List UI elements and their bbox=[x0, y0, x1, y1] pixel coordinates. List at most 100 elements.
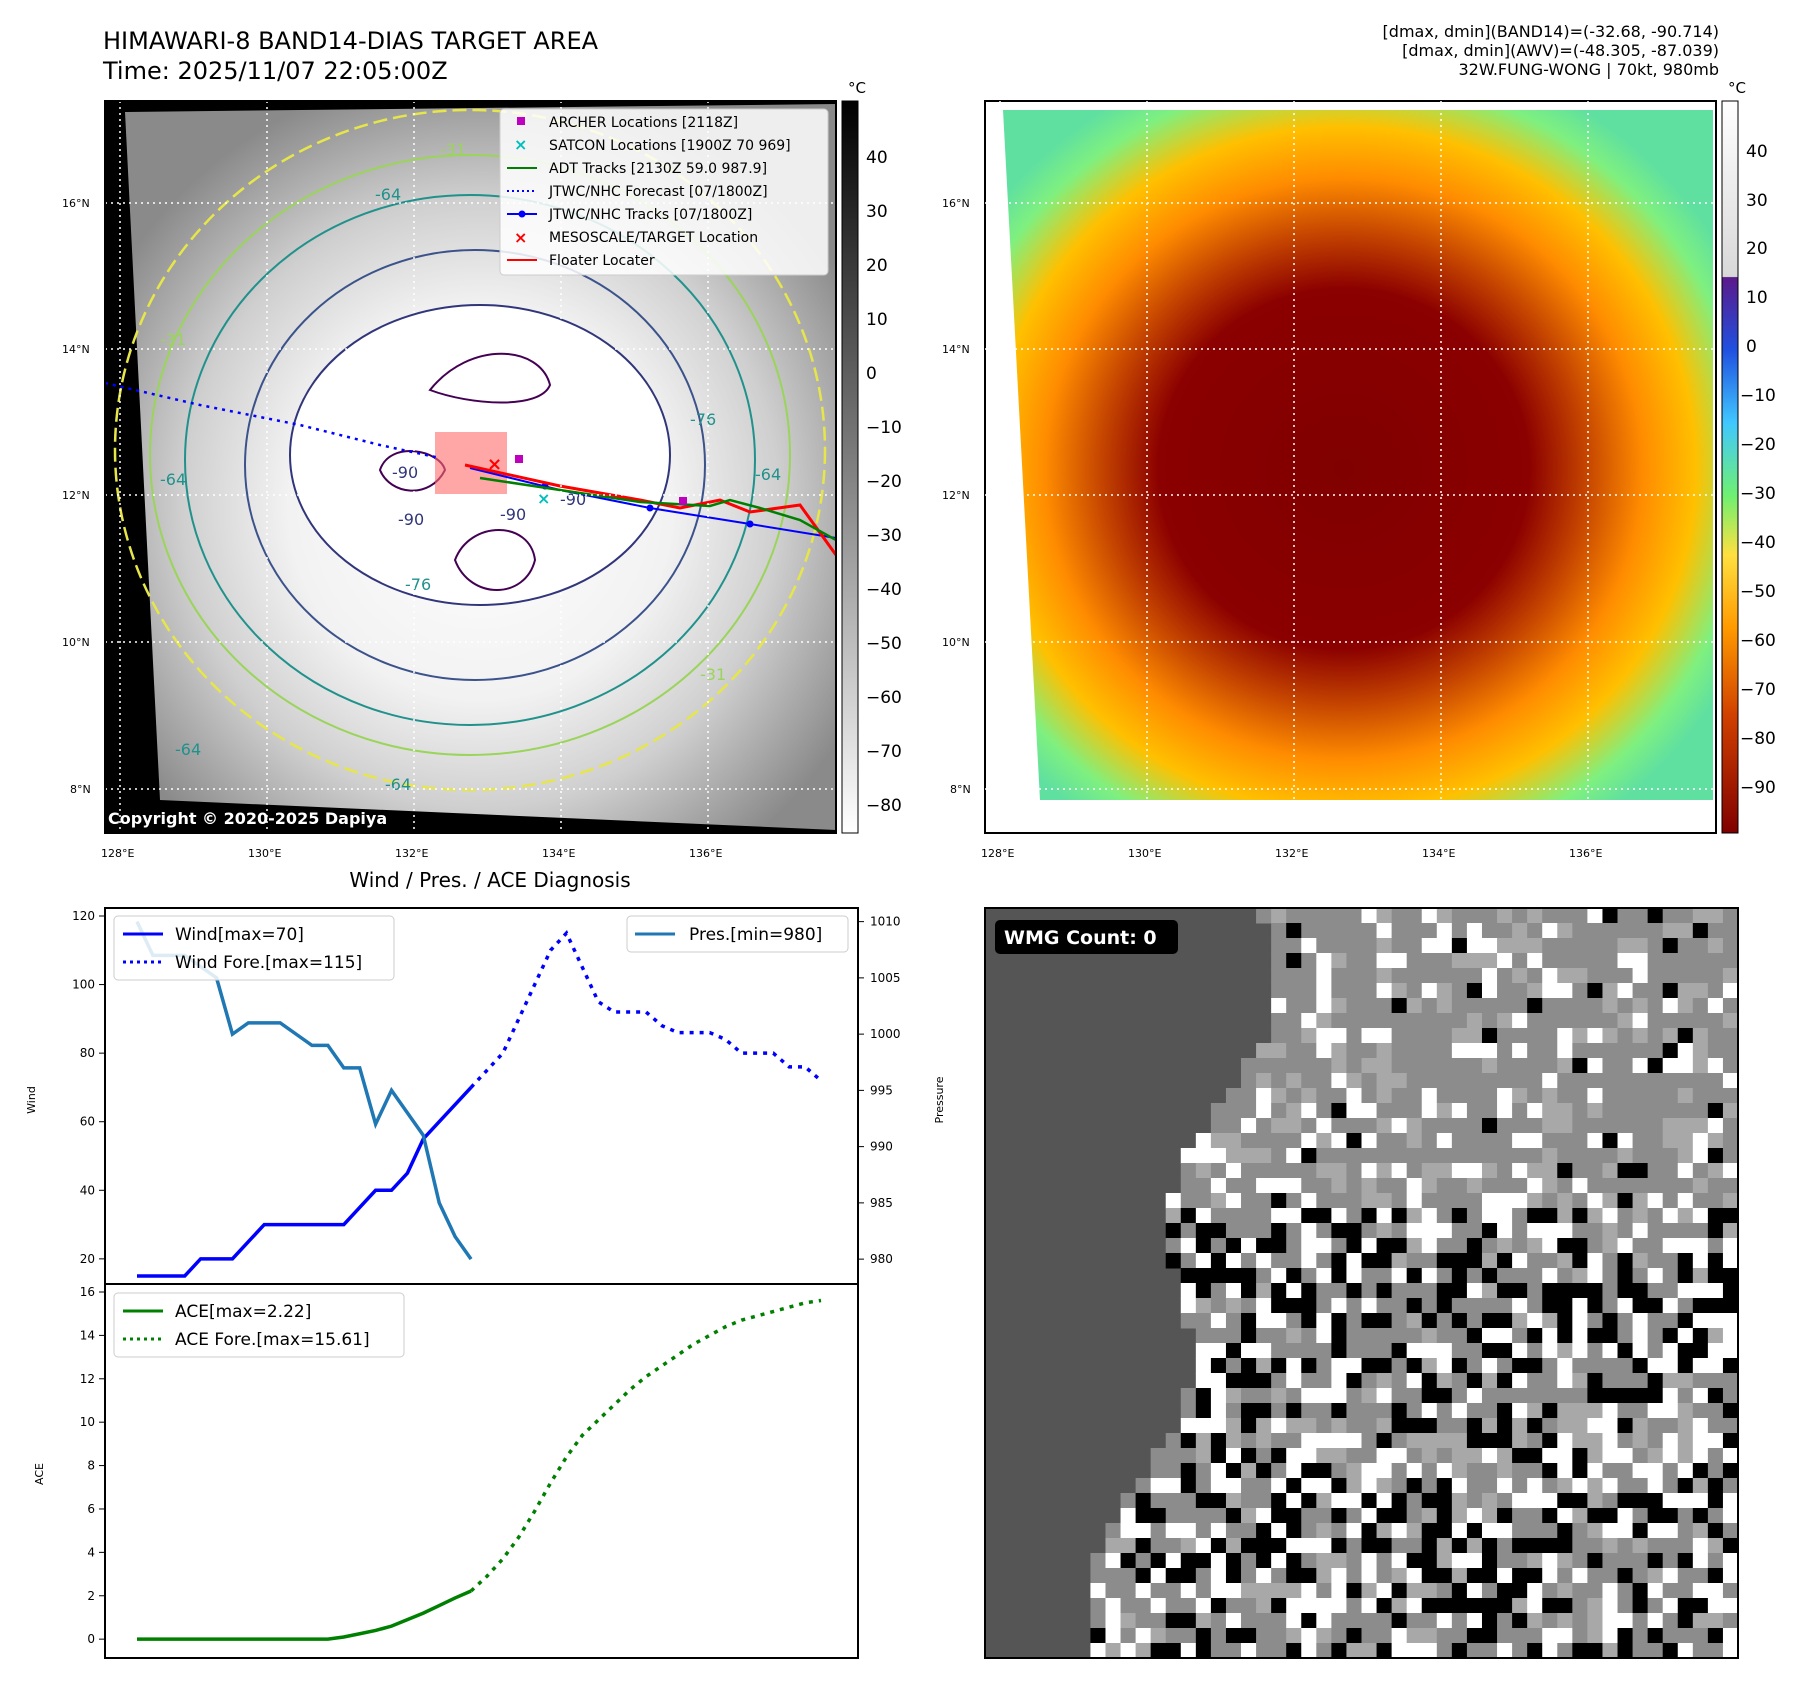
wmg-cell bbox=[1692, 923, 1709, 939]
wmg-cell bbox=[1361, 1553, 1378, 1569]
wmg-cell bbox=[1301, 1133, 1317, 1149]
wmg-cell bbox=[1210, 1193, 1227, 1209]
wmg-cell bbox=[1587, 1403, 1603, 1419]
wmg-cell bbox=[1361, 1388, 1378, 1404]
wmg-cell bbox=[1542, 1643, 1558, 1659]
wmg-cell bbox=[1647, 1133, 1664, 1149]
wmg-cell bbox=[1632, 1508, 1649, 1524]
wmg-cell bbox=[1677, 1628, 1694, 1644]
wmg-cell bbox=[1256, 1343, 1272, 1359]
wmg-cell bbox=[1542, 968, 1558, 984]
wmg-cell bbox=[1722, 1133, 1739, 1149]
wmg-cell bbox=[1451, 1418, 1468, 1434]
wmg-cell bbox=[1497, 1193, 1513, 1209]
wmg-cell bbox=[1677, 1493, 1694, 1509]
wmg-cell bbox=[1241, 1598, 1257, 1614]
wmg-cell bbox=[1466, 1433, 1483, 1449]
wmg-cell bbox=[1271, 983, 1287, 999]
wmg-cell bbox=[1421, 1628, 1438, 1644]
wmg-cell bbox=[1542, 1538, 1558, 1554]
wmg-cell bbox=[1692, 1643, 1709, 1659]
pressure-tick-label: 1010 bbox=[870, 915, 901, 929]
wmg-cell bbox=[1481, 1253, 1498, 1269]
wmg-cell bbox=[1677, 968, 1694, 984]
colorbar-tick: 40 bbox=[1746, 142, 1768, 162]
wmg-cell bbox=[1707, 1343, 1724, 1359]
wmg-cell bbox=[1361, 1478, 1378, 1494]
wmg-cell bbox=[1512, 1628, 1528, 1644]
wmg-cell bbox=[1361, 1448, 1378, 1464]
wmg-cell bbox=[1587, 1238, 1603, 1254]
wmg-cell bbox=[1436, 983, 1453, 999]
pressure-tick-label: 995 bbox=[870, 1083, 893, 1097]
legend-target-x: × bbox=[514, 228, 527, 247]
wmg-cell bbox=[1602, 1598, 1619, 1614]
wmg-cell bbox=[1225, 1163, 1242, 1179]
wmg-cell bbox=[1527, 1253, 1543, 1269]
wmg-cell bbox=[1195, 1223, 1212, 1239]
wmg-cell bbox=[1316, 1013, 1332, 1029]
wmg-cell bbox=[1647, 1373, 1664, 1389]
wmg-cell bbox=[1527, 1643, 1543, 1659]
wmg-cell bbox=[1346, 1583, 1362, 1599]
wmg-cell bbox=[1466, 983, 1483, 999]
wmg-cell bbox=[1180, 1583, 1197, 1599]
wmg-cell bbox=[1722, 1448, 1739, 1464]
wmg-cell bbox=[1497, 1103, 1513, 1119]
wmg-cell bbox=[1722, 1433, 1739, 1449]
wmg-cell bbox=[1436, 1403, 1453, 1419]
wmg-cell bbox=[1210, 1643, 1227, 1659]
wmg-cell bbox=[1557, 968, 1573, 984]
wmg-cell bbox=[1692, 1448, 1709, 1464]
wmg-cell bbox=[1241, 1553, 1257, 1569]
wmg-cell bbox=[1301, 923, 1317, 939]
wmg-cell bbox=[1707, 1358, 1724, 1374]
wmg-cell bbox=[1391, 1538, 1408, 1554]
wmg-cell bbox=[1692, 1523, 1709, 1539]
wmg-cell bbox=[1406, 1133, 1423, 1149]
wmg-cell bbox=[1421, 998, 1438, 1014]
wmg-cell bbox=[1225, 1313, 1242, 1329]
wmg-cell bbox=[1316, 1433, 1332, 1449]
wmg-cell bbox=[1662, 1583, 1679, 1599]
wmg-cell bbox=[1602, 1448, 1619, 1464]
wmg-cell bbox=[1090, 1613, 1106, 1629]
wmg-cell bbox=[1210, 1388, 1227, 1404]
wmg-cell bbox=[1662, 1523, 1679, 1539]
wmg-cell bbox=[1632, 1118, 1649, 1134]
dmax-band14: [dmax, dmin](BAND14)=(-32.68, -90.714) bbox=[1382, 22, 1719, 41]
wmg-cell bbox=[1722, 1418, 1739, 1434]
wmg-cell bbox=[1195, 1253, 1212, 1269]
wmg-cell bbox=[1692, 1418, 1709, 1434]
wmg-cell bbox=[1391, 1268, 1408, 1284]
legend-archer-square bbox=[517, 117, 525, 125]
wmg-cell bbox=[1632, 908, 1649, 924]
wmg-cell bbox=[1421, 908, 1438, 924]
wmg-cell bbox=[1617, 938, 1634, 954]
wmg-cell bbox=[1662, 1373, 1679, 1389]
wmg-cell bbox=[1391, 1643, 1408, 1659]
wmg-cell bbox=[1632, 983, 1649, 999]
wmg-cell bbox=[1722, 1628, 1739, 1644]
wmg-cell bbox=[1527, 1478, 1543, 1494]
wmg-cell bbox=[1406, 1163, 1423, 1179]
wmg-cell bbox=[1722, 1178, 1739, 1194]
wmg-cell bbox=[1466, 1028, 1483, 1044]
wmg-cell bbox=[1497, 1118, 1513, 1134]
wmg-cell bbox=[1707, 1088, 1724, 1104]
wmg-cell bbox=[1527, 1118, 1543, 1134]
wmg-cell bbox=[1632, 1643, 1649, 1659]
wmg-cell bbox=[1225, 1253, 1242, 1269]
wmg-cell bbox=[1632, 1163, 1649, 1179]
wmg-cell bbox=[1527, 1178, 1543, 1194]
wmg-cell bbox=[1512, 1058, 1528, 1074]
wmg-cell bbox=[1617, 1508, 1634, 1524]
wmg-cell bbox=[1376, 1088, 1393, 1104]
wmg-cell bbox=[1572, 1148, 1588, 1164]
wmg-cell bbox=[1542, 1193, 1558, 1209]
wmg-cell bbox=[1647, 1283, 1664, 1299]
wmg-cell bbox=[1527, 1523, 1543, 1539]
wmg-cell bbox=[1587, 1073, 1603, 1089]
wmg-cell bbox=[1286, 1328, 1302, 1344]
wmg-cell bbox=[1331, 1013, 1347, 1029]
